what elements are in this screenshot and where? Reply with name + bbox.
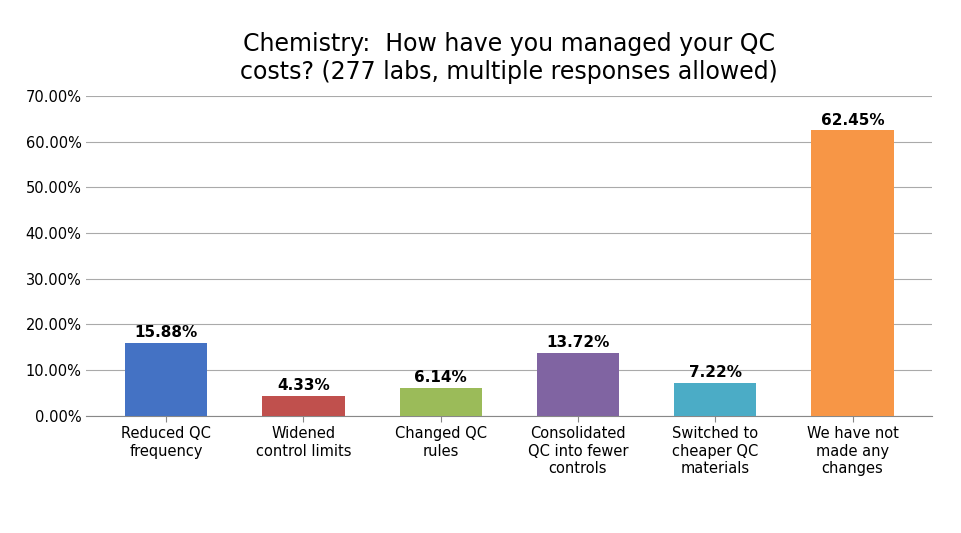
Text: 4.33%: 4.33% — [277, 378, 330, 393]
Text: 6.14%: 6.14% — [414, 370, 467, 385]
Bar — [537, 353, 619, 416]
Text: 15.88%: 15.88% — [135, 326, 198, 341]
Bar — [674, 383, 756, 416]
Text: 7.22%: 7.22% — [689, 365, 742, 380]
Bar — [400, 387, 481, 416]
Bar — [125, 343, 208, 416]
Text: 13.72%: 13.72% — [546, 335, 609, 350]
Text: 62.45%: 62.45% — [821, 112, 884, 128]
Bar — [262, 396, 345, 416]
Bar — [811, 131, 894, 416]
Title: Chemistry:  How have you managed your QC
costs? (277 labs, multiple responses al: Chemistry: How have you managed your QC … — [240, 33, 778, 84]
